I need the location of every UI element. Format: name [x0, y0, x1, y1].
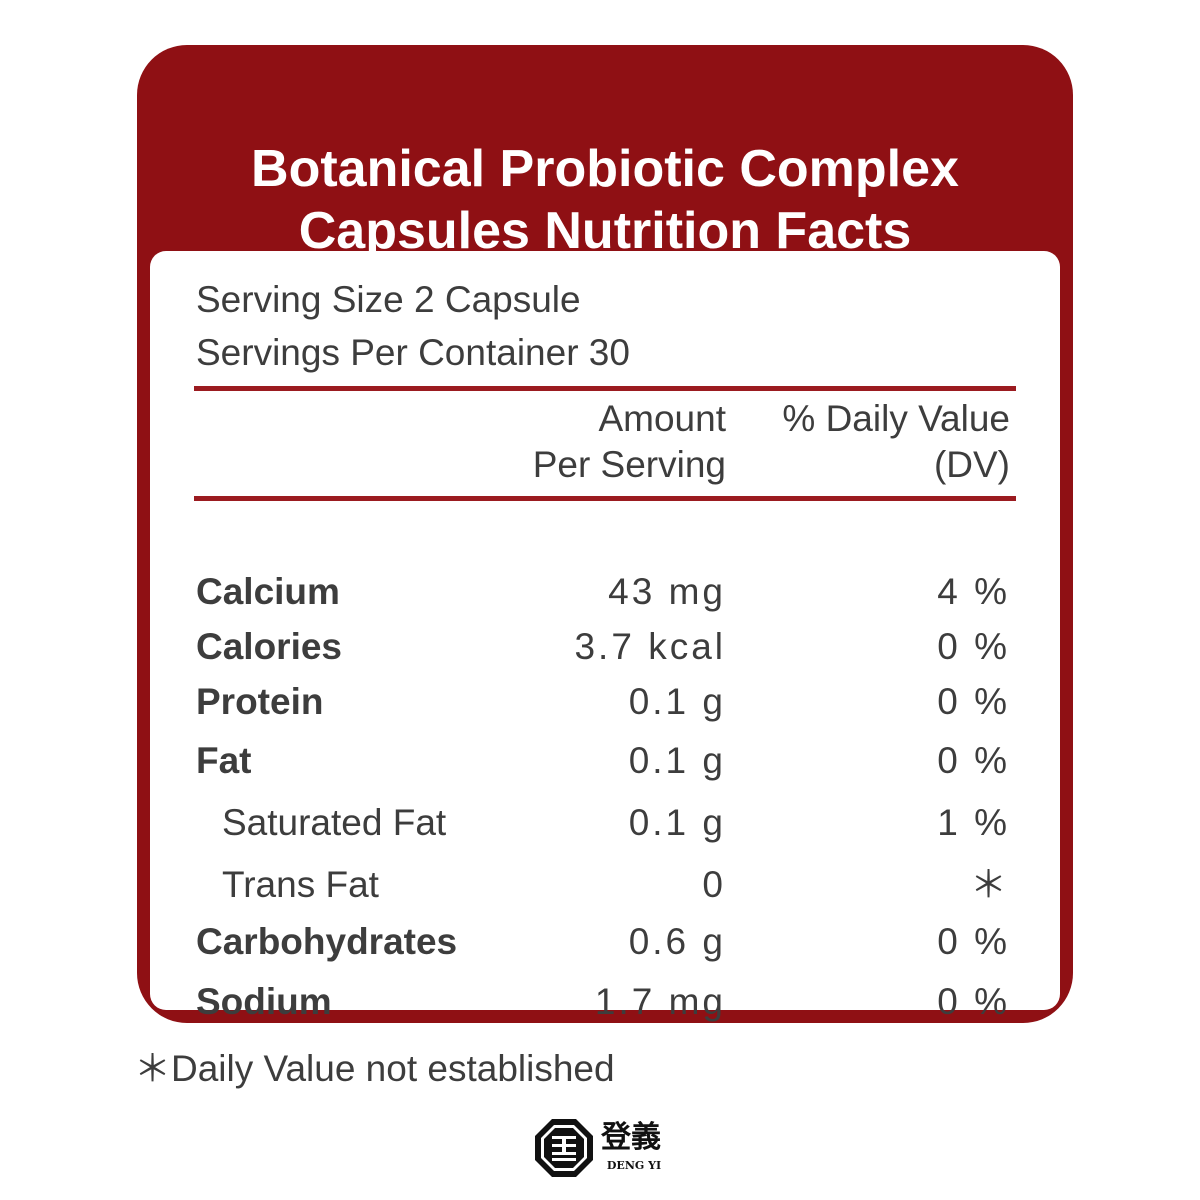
nutrient-name: Protein	[196, 681, 324, 722]
nutrient-name: Carbohydrates	[196, 921, 458, 962]
nutrient-dv: 0 %	[937, 921, 1010, 962]
nutrient-amount: 0.1 g	[628, 802, 726, 843]
nutrient-name: Trans Fat	[222, 864, 379, 905]
nutrient-name: Saturated Fat	[222, 802, 447, 843]
brand-logo: 登義 DENG YI	[533, 1117, 673, 1181]
nutrient-dv: 1 %	[937, 802, 1010, 843]
title-line-2: Capsules Nutrition Facts	[298, 202, 912, 260]
nutrient-amount: 43 mg	[608, 571, 726, 612]
amount-header-line-2: Per Serving	[532, 444, 726, 485]
nutrient-name: Calories	[196, 626, 343, 667]
nutrient-row-sodium: Sodium 1.7 mg 0 %	[150, 977, 1060, 1027]
amount-header-line-1: Amount	[598, 398, 726, 439]
nutrition-facts-card: Botanical Probiotic Complex Capsules Nut…	[137, 45, 1073, 1023]
brand-name-en: DENG YI	[606, 1159, 662, 1172]
footnote: ＊Daily Value not established	[134, 1048, 615, 1089]
dv-header-line-1: % Daily Value	[782, 398, 1010, 439]
nutrient-amount: 3.7 kcal	[574, 626, 726, 667]
nutrient-row-calcium: Calcium 43 mg 4 %	[150, 567, 1060, 617]
dv-header: % Daily Value (DV)	[782, 396, 1010, 488]
nutrient-dv: 0 %	[937, 740, 1010, 781]
serving-size: Serving Size 2 Capsule	[196, 279, 581, 320]
nutrient-name: Sodium	[196, 981, 332, 1022]
divider-top	[194, 386, 1016, 391]
facts-panel: Serving Size 2 Capsule Servings Per Cont…	[150, 251, 1060, 1022]
nutrient-amount: 0.6 g	[628, 921, 726, 962]
dv-header-line-2: (DV)	[933, 444, 1010, 485]
nutrient-name: Fat	[196, 740, 252, 781]
nutrient-dv: 0 %	[937, 681, 1010, 722]
nutrient-dv: 4 %	[937, 571, 1010, 612]
deng-yi-octagon-seal-icon	[535, 1119, 593, 1177]
servings-per-container: Servings Per Container 30	[196, 332, 630, 373]
amount-header: Amount Per Serving	[533, 396, 726, 488]
nutrient-row-trans-fat: Trans Fat 0 ＊	[150, 860, 1060, 910]
nutrient-amount: 0.1 g	[628, 681, 726, 722]
title-line-1: Botanical Probiotic Complex	[251, 140, 959, 198]
divider-header	[194, 496, 1016, 501]
nutrient-row-fat: Fat 0.1 g 0 %	[150, 736, 1060, 786]
nutrient-dv: ＊	[970, 864, 1010, 905]
nutrient-row-carbohydrates: Carbohydrates 0.6 g 0 %	[150, 917, 1060, 967]
nutrient-row-saturated-fat: Saturated Fat 0.1 g 1 %	[150, 798, 1060, 848]
panel-title: Botanical Probiotic Complex Capsules Nut…	[137, 138, 1073, 262]
brand-name-cn: 登義	[601, 1120, 661, 1155]
nutrient-amount: 0	[702, 864, 726, 905]
nutrient-name: Calcium	[196, 571, 340, 612]
nutrient-row-protein: Protein 0.1 g 0 %	[150, 677, 1060, 727]
nutrient-dv: 0 %	[937, 981, 1010, 1022]
nutrient-row-calories: Calories 3.7 kcal 0 %	[150, 622, 1060, 672]
nutrient-dv: 0 %	[937, 626, 1010, 667]
nutrient-amount: 1.7 mg	[594, 981, 726, 1022]
nutrient-amount: 0.1 g	[628, 740, 726, 781]
